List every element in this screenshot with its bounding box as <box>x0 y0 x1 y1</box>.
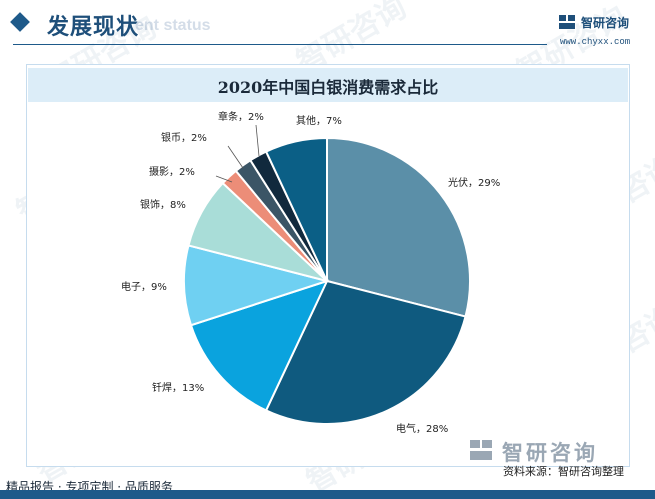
footer-brand-name: 智研咨询 <box>502 441 598 465</box>
slice-label: 电气，28% <box>396 422 448 435</box>
slice-label: 章条，2% <box>218 110 264 123</box>
leader-line <box>215 175 233 183</box>
pie-slice-1 <box>326 136 471 318</box>
section-subtitle-ghost: ent status <box>135 17 211 34</box>
logo-icon <box>559 15 575 29</box>
pie-slice-3 <box>189 279 329 412</box>
section-title: 发展现状 <box>47 14 140 40</box>
pie-slice-9 <box>264 136 328 282</box>
leader-line <box>227 145 244 169</box>
data-source: 资料来源：智研咨询整理 <box>503 465 624 478</box>
chart-title: 2020年中国白银消费需求占比 <box>217 78 439 97</box>
chart-title-bar: 2020年中国白银消费需求占比 <box>28 68 628 102</box>
slice-label: 钎焊，13% <box>152 382 204 394</box>
pie-slice-2 <box>264 279 467 425</box>
logo-name: 智研咨询 <box>581 16 630 30</box>
pie-slice-4 <box>182 244 331 327</box>
brand-logo: 智研咨询 www.chyxx.com <box>555 12 645 47</box>
footer-logo-icon <box>470 440 492 460</box>
slice-label: 电子，9% <box>121 280 167 293</box>
slice-label: 其他，7% <box>296 114 342 127</box>
logo-url: www.chyxx.com <box>560 37 631 47</box>
slice-label: 摄影，2% <box>149 165 195 178</box>
leader-line <box>255 124 260 157</box>
slice-label: 光伏，29% <box>448 176 500 189</box>
footer-bar <box>0 490 655 499</box>
page-header: 发展现状 ent status <box>0 0 655 52</box>
slice-label: 银币，2% <box>161 131 207 144</box>
slice-label: 银饰，8% <box>140 198 186 211</box>
header-divider <box>13 44 547 45</box>
